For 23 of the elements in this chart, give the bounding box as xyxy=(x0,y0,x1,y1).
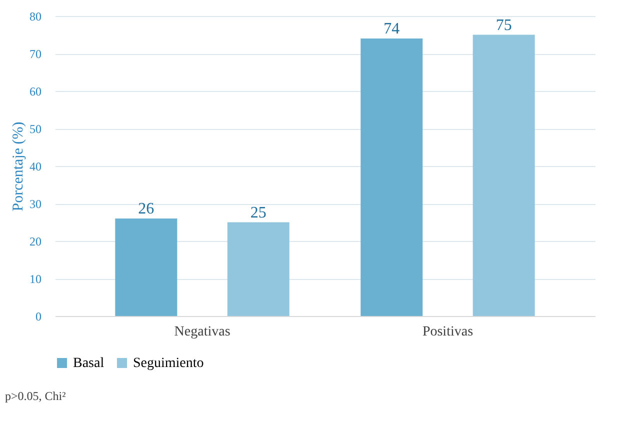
x-tick-label: Positivas xyxy=(422,324,474,340)
bar xyxy=(360,38,423,316)
data-label: 26 xyxy=(138,200,154,218)
y-tick-label: 20 xyxy=(30,234,42,248)
bar xyxy=(115,218,178,316)
y-axis-title: Porcentaje (%) xyxy=(10,122,26,212)
y-tick-label: 30 xyxy=(30,197,42,211)
y-tick-label: 0 xyxy=(36,310,42,324)
data-label: 25 xyxy=(250,204,266,222)
data-label: 75 xyxy=(496,16,512,34)
legend-label: Basal xyxy=(73,356,104,371)
text: p>0.05, Chi² xyxy=(5,389,66,403)
x-tick-label: Negativas xyxy=(174,324,230,340)
y-tick-label: 80 xyxy=(30,10,42,24)
bar xyxy=(472,34,535,316)
y-tick-label: 50 xyxy=(30,122,42,136)
y-tick-label: 10 xyxy=(30,272,42,286)
y-tick-label: 40 xyxy=(30,160,42,174)
y-tick-label: 70 xyxy=(30,47,42,61)
y-tick-label: 60 xyxy=(30,84,42,98)
bar xyxy=(227,222,290,316)
data-label: 74 xyxy=(384,20,400,38)
legend-label: Seguimiento xyxy=(133,356,204,371)
